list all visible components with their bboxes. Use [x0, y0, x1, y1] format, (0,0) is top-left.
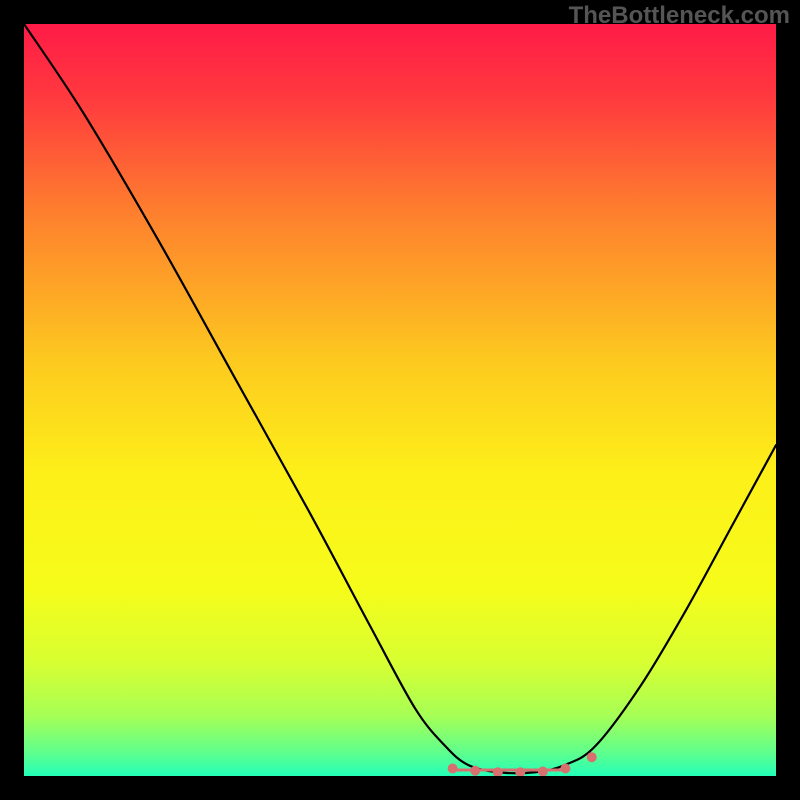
marker-dot — [587, 752, 597, 762]
marker-dot — [560, 763, 570, 773]
marker-dot — [470, 766, 480, 776]
watermark-text: TheBottleneck.com — [569, 2, 790, 30]
chart-svg — [0, 0, 800, 800]
bottleneck-chart: TheBottleneck.com — [0, 0, 800, 800]
marker-dot — [538, 766, 548, 776]
marker-dot — [493, 767, 503, 777]
marker-dot — [448, 763, 458, 773]
gradient-background — [24, 24, 776, 776]
marker-dot — [515, 767, 525, 777]
